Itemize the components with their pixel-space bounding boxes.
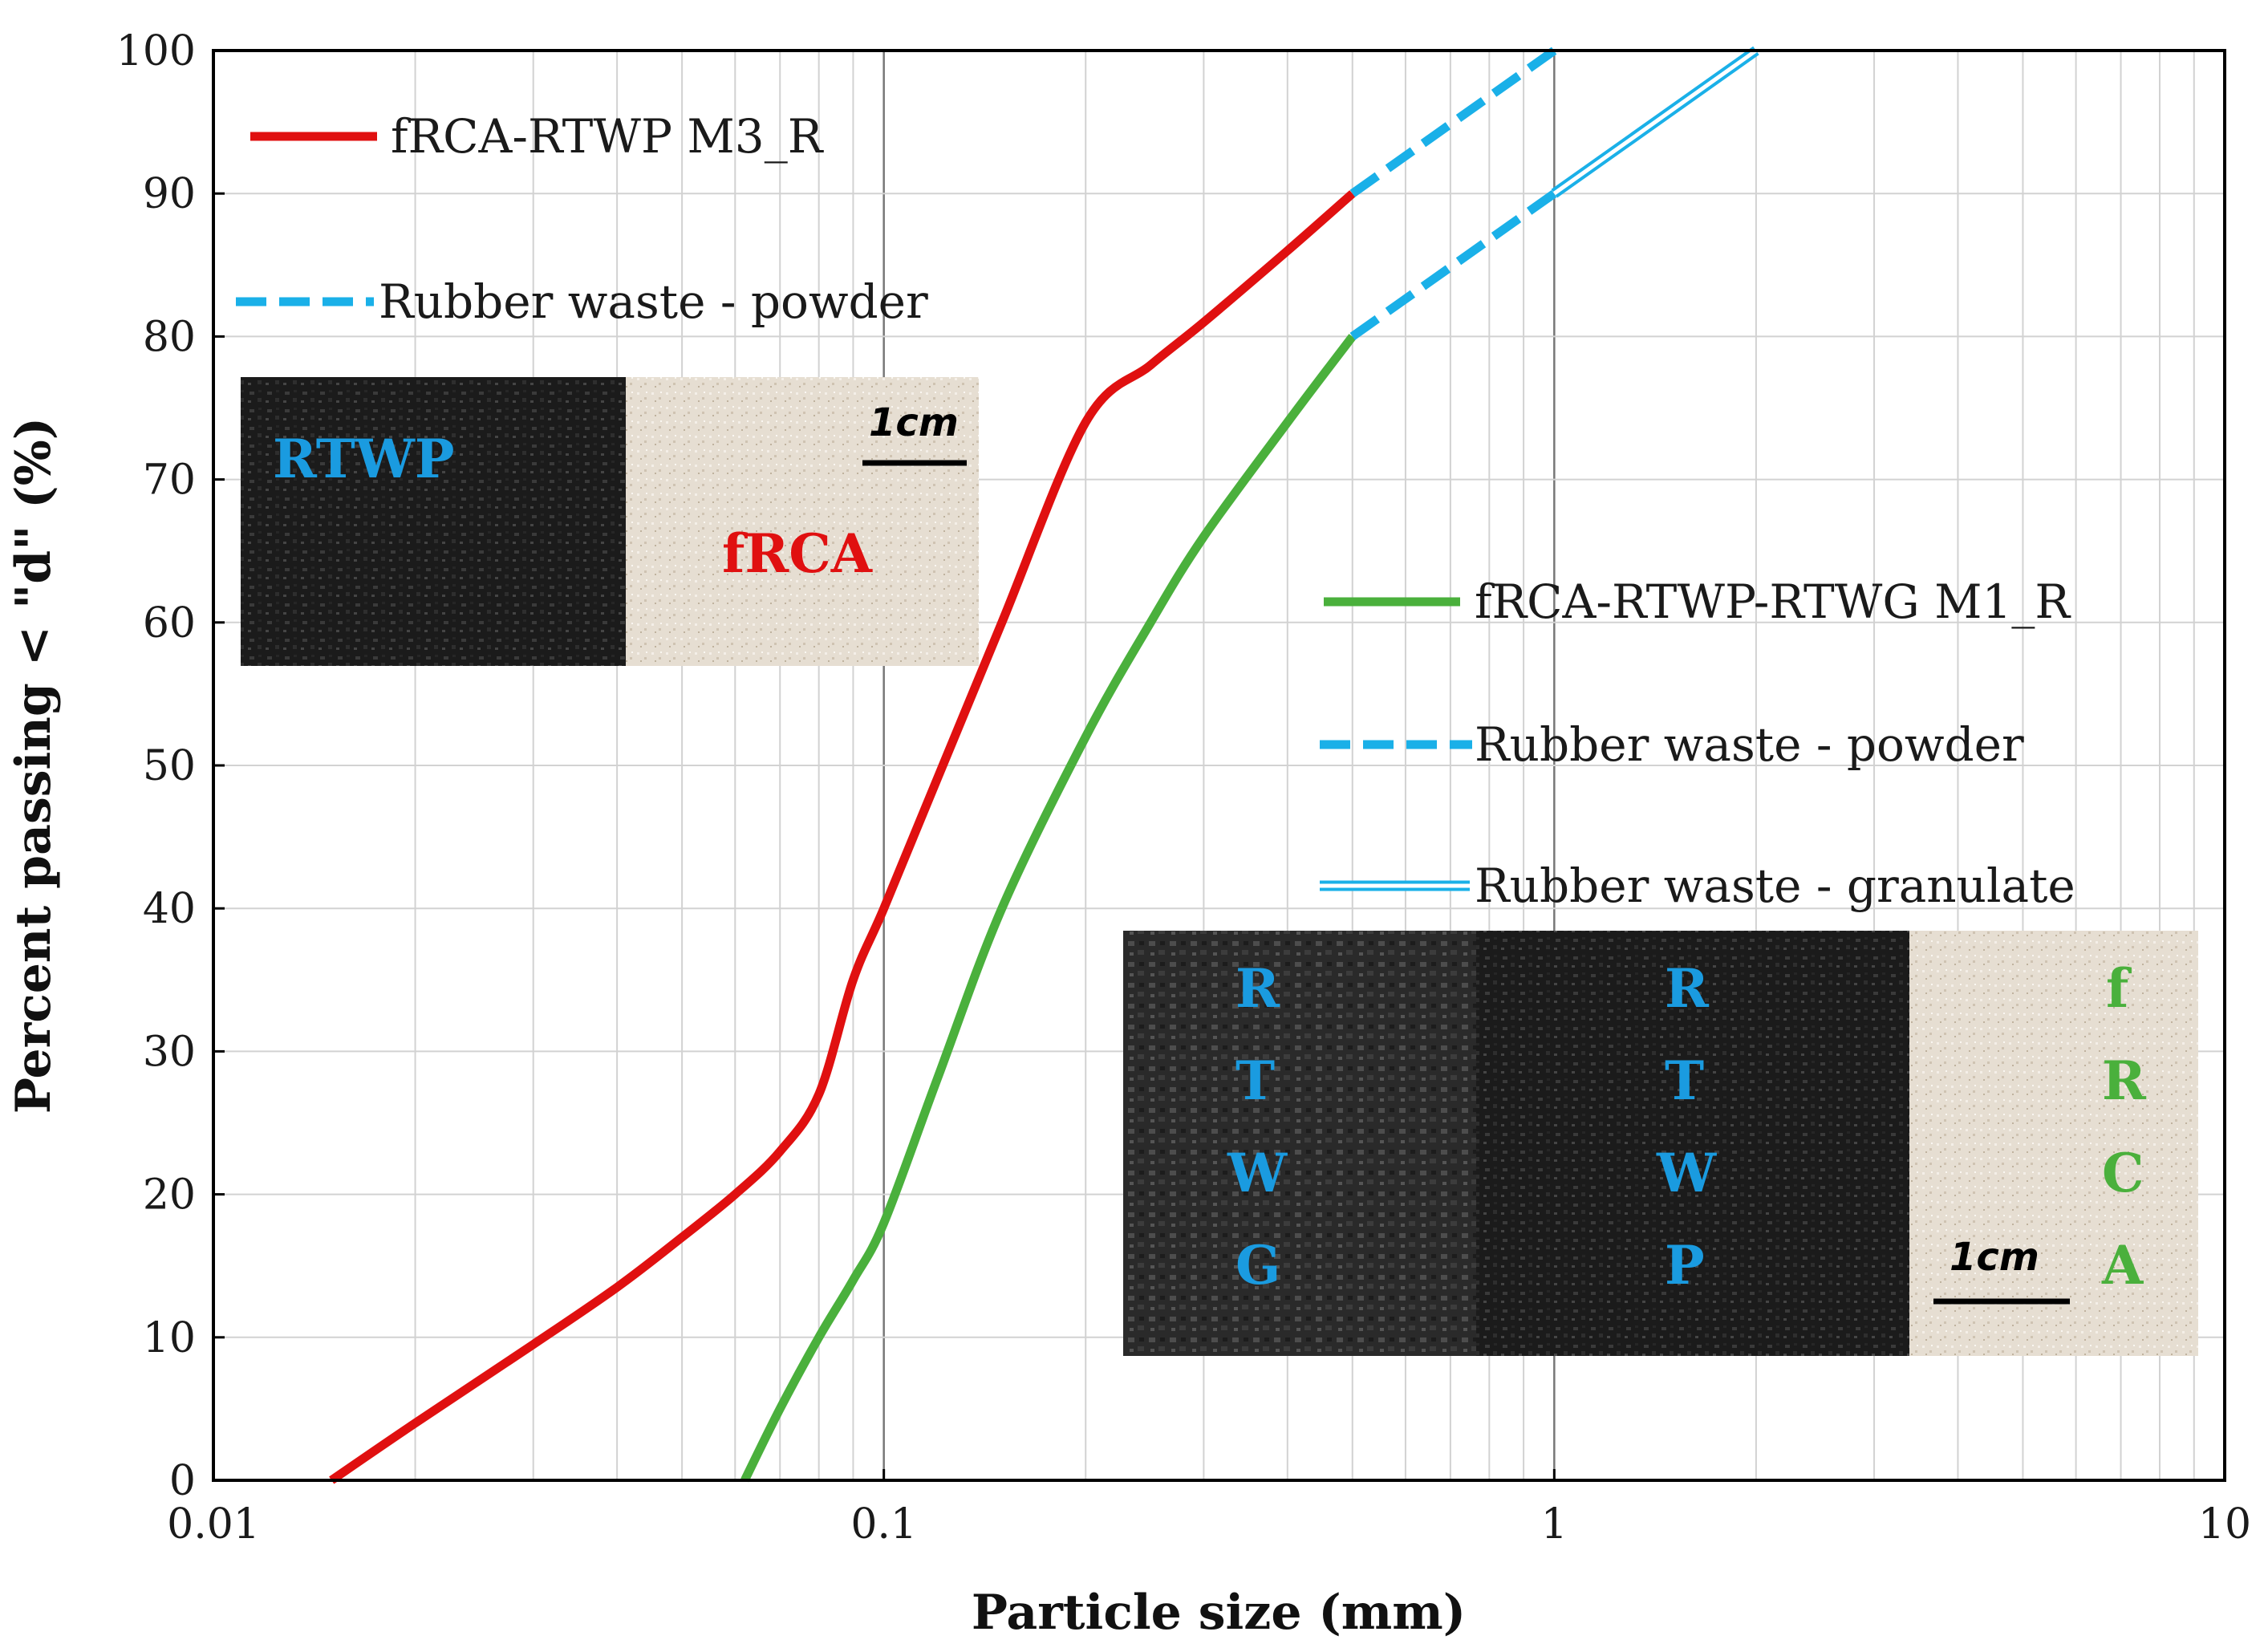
inset-bottom-col3: f R C A (2101, 957, 2147, 1297)
legend-label: fRCA-RTWP-RTWG M1_R (1475, 574, 2071, 629)
legend-label: Rubber waste - powder (1475, 717, 2024, 772)
inset-bottom-col2-letter: T (1665, 1049, 1704, 1112)
series-group (329, 46, 1759, 1484)
y-tick-label: 30 (143, 1028, 196, 1076)
rtwp-photo-region (1476, 931, 1909, 1356)
inset-bottom-col3-letter: f (2106, 957, 2132, 1020)
inset-bottom-col1-letter: W (1227, 1142, 1288, 1204)
inset-bottom-col2: R T W P (1656, 957, 1717, 1297)
inset-bottom-col3-letter: R (2102, 1049, 2147, 1112)
photo-inset-top: RTWP fRCA 1cm (241, 377, 979, 666)
legend-top-left: fRCA-RTWP M3_R Rubber waste - powder (236, 109, 928, 329)
inset-bottom-col3-letter: A (2101, 1234, 2144, 1297)
inset-top-label-rtwp: RTWP (273, 428, 455, 490)
inset-top-label-frca: fRCA (722, 522, 873, 585)
y-tick-label: 90 (143, 170, 196, 218)
y-tick-label: 40 (143, 885, 196, 933)
sand-photo-region (626, 377, 979, 666)
rubber-photo-region (241, 377, 626, 666)
y-axis-title: Percent passing < "d" (%) (6, 417, 62, 1114)
x-tick-label: 0.1 (850, 1500, 917, 1548)
y-axis: 0 10 20 30 40 50 60 70 80 90 100 (116, 27, 225, 1505)
frca-photo-region (1909, 931, 2198, 1356)
inset-bottom-col1: R T W G (1227, 957, 1288, 1297)
legend-right: fRCA-RTWP-RTWG M1_R Rubber waste - powde… (1320, 574, 2075, 913)
inset-bottom-col2-letter: W (1656, 1142, 1717, 1204)
inset-bottom-col1-letter: G (1235, 1234, 1280, 1297)
inset-top-scale-label: 1cm (869, 400, 959, 445)
y-tick-label: 60 (143, 599, 196, 647)
x-tick-label: 0.01 (167, 1500, 260, 1548)
x-tick-label: 1 (1541, 1500, 1568, 1548)
inset-bottom-col2-letter: R (1665, 957, 1710, 1020)
y-tick-label: 10 (143, 1314, 196, 1362)
x-tick-label: 10 (2198, 1500, 2251, 1548)
inset-bottom-col2-letter: P (1665, 1234, 1705, 1297)
rtwg-photo-region (1123, 931, 1476, 1356)
legend-label: Rubber waste - granulate (1475, 858, 2075, 913)
inset-bottom-scale-label: 1cm (1950, 1235, 2039, 1280)
series-line-0 (329, 190, 1356, 1484)
y-tick-label: 70 (143, 457, 196, 505)
y-tick-label: 0 (169, 1457, 196, 1505)
legend-label: fRCA-RTWP M3_R (391, 109, 825, 164)
inset-bottom-col1-letter: R (1235, 957, 1280, 1020)
x-axis: 0.01 0.1 1 10 (167, 1469, 2251, 1548)
y-tick-label: 20 (143, 1171, 196, 1220)
y-tick-label: 50 (143, 742, 196, 790)
y-tick-label: 80 (143, 313, 196, 361)
series-line-4-inner (1552, 48, 1758, 196)
y-tick-label: 100 (116, 27, 196, 75)
x-axis-title: Particle size (mm) (972, 1585, 1466, 1641)
photo-inset-bottom: R T W G R T W P f R C A 1cm (1123, 931, 2198, 1356)
inset-bottom-col1-letter: T (1235, 1049, 1275, 1112)
series-line-2 (740, 334, 1357, 1483)
legend-label: Rubber waste - powder (379, 274, 928, 329)
inset-bottom-col3-letter: C (2102, 1142, 2144, 1204)
